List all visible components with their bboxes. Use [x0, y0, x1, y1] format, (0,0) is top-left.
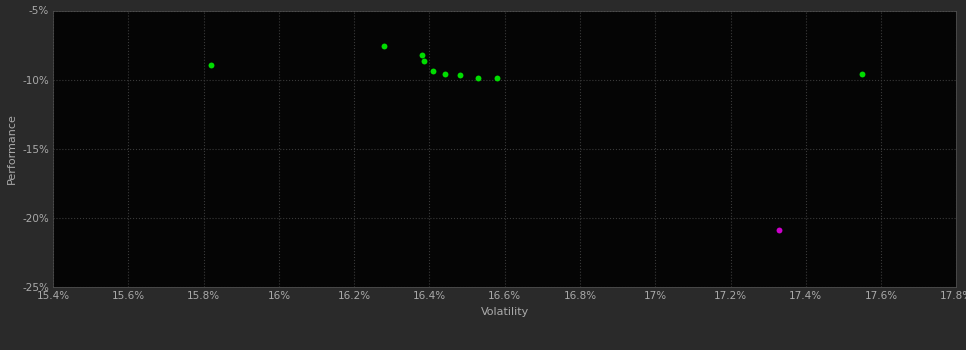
Point	[437, 71, 452, 77]
Point	[8, 63, 23, 69]
Point	[855, 71, 870, 77]
Point	[425, 68, 440, 74]
Point	[490, 75, 505, 80]
Point	[414, 52, 430, 57]
Point	[452, 73, 468, 78]
X-axis label: Volatility: Volatility	[481, 307, 528, 317]
Y-axis label: Performance: Performance	[7, 113, 16, 184]
Point	[470, 76, 486, 81]
Point	[204, 62, 219, 68]
Point	[772, 227, 787, 232]
Point	[377, 44, 392, 49]
Point	[416, 58, 432, 64]
